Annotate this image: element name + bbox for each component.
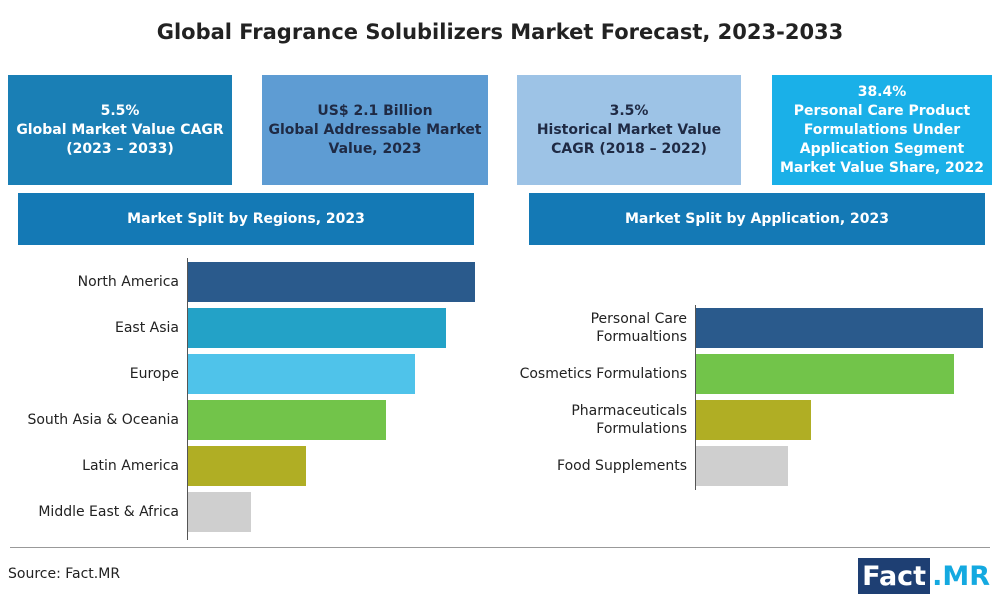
category-label: East Asia [115, 320, 179, 336]
bar [696, 400, 811, 440]
kpi-line: Formulations Under [803, 121, 961, 138]
kpi-line: CAGR (2018 – 2022) [551, 140, 707, 157]
category-label: North America [77, 274, 179, 290]
axis-line [187, 258, 188, 540]
kpi-line: (2023 – 2033) [66, 140, 174, 157]
axis-line [695, 305, 696, 490]
kpi-box: 38.4% Personal Care Product Formulations U… [772, 75, 992, 185]
logo: Fact .MR [858, 558, 990, 594]
category-label: Latin America [82, 458, 179, 474]
bar [188, 354, 415, 394]
logo-part: Fact [858, 558, 931, 594]
bar [696, 308, 983, 348]
kpi-line: 3.5% [609, 102, 649, 119]
logo-part: .MR [932, 560, 990, 592]
category-label: Food Supplements [557, 458, 687, 474]
bar [696, 354, 955, 394]
kpi-line: 5.5% [100, 102, 140, 119]
chart-header: Market Split by Regions, 2023 [18, 193, 474, 245]
category-label: South Asia & Oceania [27, 412, 179, 428]
title: Global Fragrance Solubilizers Market For… [156, 20, 844, 44]
kpi-box: US$ 2.1 Billion Global Addressable Market… [262, 75, 488, 185]
kpi-line: US$ 2.1 Billion [317, 102, 433, 119]
category-label: Pharmaceuticals Formulations [571, 403, 687, 437]
bar [696, 446, 788, 486]
kpi-line: Global Market Value CAGR [16, 121, 224, 138]
kpi-box: 5.5% Global Market Value CAGR (2023 – 2033… [8, 75, 232, 185]
kpi-line: Value, 2023 [328, 140, 422, 157]
kpi-box: 3.5% Historical Market Value CAGR (2018 – … [517, 75, 741, 185]
bar [188, 492, 252, 532]
category-label: Personal Care Formualtions [590, 311, 687, 345]
chart-header: Market Split by Application, 2023 [529, 193, 985, 245]
category-label: Europe [129, 366, 179, 382]
divider [10, 547, 990, 548]
kpi-line: Personal Care Product [793, 102, 971, 119]
category-label: Middle East & Africa [38, 504, 179, 520]
category-label: Cosmetics Formulations [519, 366, 687, 382]
kpi-line: Global Addressable Market [268, 121, 482, 138]
kpi-line: Historical Market Value [536, 121, 722, 138]
bar [188, 308, 447, 348]
source: Source: Fact.MR [8, 566, 121, 582]
bar [188, 400, 387, 440]
bar [188, 262, 475, 302]
kpi-line: Market Value Share, 2022 [780, 159, 984, 176]
bar [188, 446, 306, 486]
kpi-line: 38.4% [857, 83, 907, 100]
kpi-line: Application Segment [799, 140, 965, 157]
